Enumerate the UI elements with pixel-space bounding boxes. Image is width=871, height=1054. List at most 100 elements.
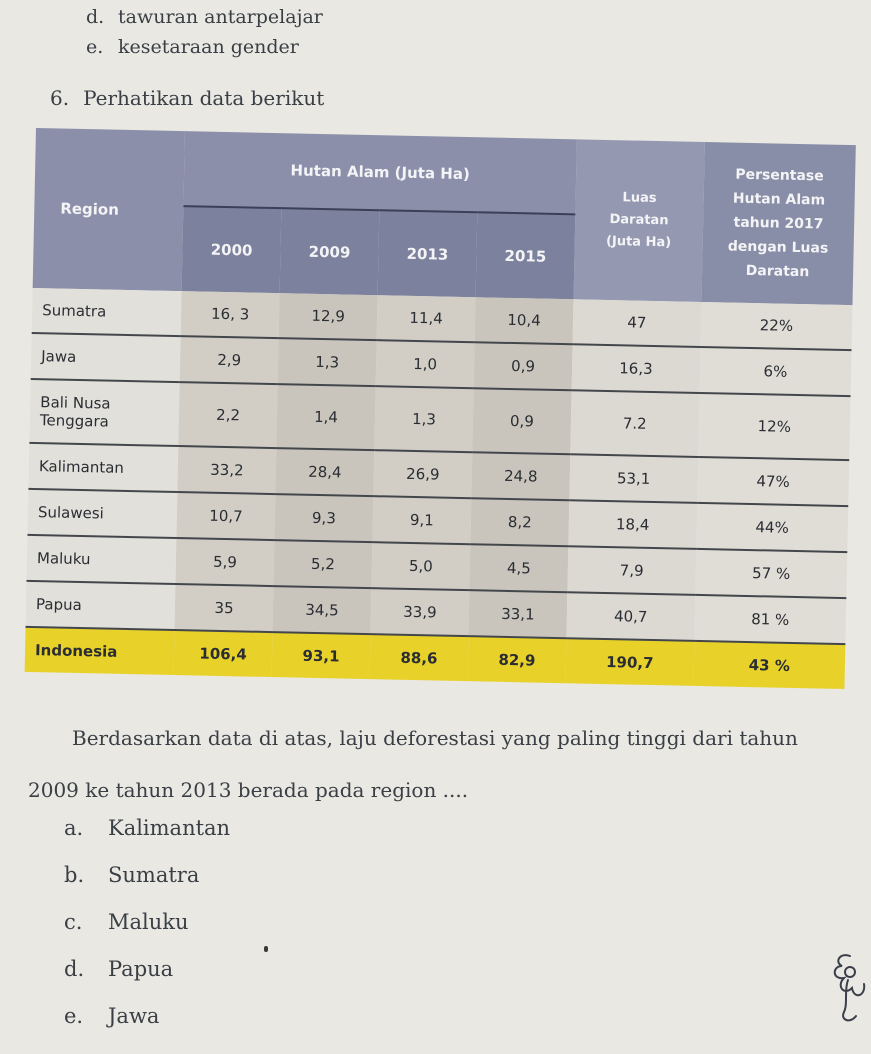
total-pct-cell: 43 % xyxy=(693,640,846,690)
header-pct-line: tahun 2017 xyxy=(733,214,824,233)
flower-doodle-icon xyxy=(833,954,866,1022)
region-cell: Bali Nusa Tenggara xyxy=(29,378,180,447)
header-row: Region Hutan Alam (Juta Ha) Luas Daratan… xyxy=(32,128,856,306)
header-luas-line: Luas xyxy=(622,190,657,207)
value-cell: 35 xyxy=(174,584,274,633)
value-cell: 1,3 xyxy=(374,386,474,453)
luas-cell: 47 xyxy=(572,299,702,347)
value-cell: 2,2 xyxy=(178,382,278,449)
option-letter: d. xyxy=(86,6,105,28)
option-text: tawuran antarpelajar xyxy=(118,6,323,28)
total-value-cell: 93,1 xyxy=(271,632,371,680)
region-cell: Sumatra xyxy=(31,287,182,337)
answer-option-e[interactable]: e. Jawa xyxy=(64,998,230,1045)
value-cell: 10,4 xyxy=(474,297,574,345)
value-cell: 9,1 xyxy=(372,496,472,545)
pct-cell: 47% xyxy=(697,456,850,507)
value-cell: 10,7 xyxy=(176,492,276,541)
value-cell: 1,0 xyxy=(375,340,475,389)
option-letter: e. xyxy=(64,1004,84,1028)
value-cell: 34,5 xyxy=(272,586,372,635)
value-cell: 1,4 xyxy=(276,384,376,451)
header-year-2009: 2009 xyxy=(279,208,380,296)
luas-cell: 18,4 xyxy=(568,500,698,549)
total-value-cell: 88,6 xyxy=(369,634,469,682)
option-letter: c. xyxy=(64,910,83,934)
option-text: Jawa xyxy=(108,1004,160,1028)
pct-cell: 6% xyxy=(699,346,852,397)
forest-data-table: Region Hutan Alam (Juta Ha) Luas Daratan… xyxy=(24,128,856,690)
option-text: Kalimantan xyxy=(108,816,231,840)
previous-option-d: d. tawuran antarpelajar xyxy=(86,2,323,32)
value-cell: 16, 3 xyxy=(180,291,280,339)
question-title-text: Perhatikan data berikut xyxy=(83,86,325,110)
value-cell: 24,8 xyxy=(471,452,571,501)
value-cell: 33,9 xyxy=(370,588,470,637)
value-cell: 0,9 xyxy=(472,388,572,455)
option-text: Maluku xyxy=(108,910,189,934)
value-cell: 2,9 xyxy=(179,336,279,385)
pct-cell: 81 % xyxy=(694,594,847,645)
luas-cell: 40,7 xyxy=(566,592,696,641)
question-text: Berdasarkan data di atas, laju deforesta… xyxy=(28,712,858,816)
value-cell: 28,4 xyxy=(275,448,375,497)
answer-option-c[interactable]: c. Maluku xyxy=(64,904,230,951)
luas-cell: 7,9 xyxy=(567,546,697,595)
value-cell: 8,2 xyxy=(470,498,570,547)
header-pct-line: Daratan xyxy=(745,262,810,281)
region-cell: Papua xyxy=(25,580,176,631)
answer-option-b[interactable]: b. Sumatra xyxy=(64,857,230,904)
answer-option-a[interactable]: a. Kalimantan xyxy=(64,810,230,857)
answer-option-d[interactable]: d. Papua xyxy=(64,951,230,998)
pct-cell: 22% xyxy=(700,301,853,351)
value-cell: 11,4 xyxy=(376,295,476,343)
value-cell: 26,9 xyxy=(373,450,473,499)
header-pct-line: dengan Luas xyxy=(727,238,829,257)
region-cell: Maluku xyxy=(26,534,177,585)
value-cell: 0,9 xyxy=(473,342,573,391)
question-line: Berdasarkan data di atas, laju deforesta… xyxy=(72,726,798,750)
value-cell: 4,5 xyxy=(469,544,569,593)
option-letter: b. xyxy=(64,863,85,887)
value-cell: 5,2 xyxy=(273,540,373,589)
value-cell: 5,9 xyxy=(175,538,275,587)
value-cell: 5,0 xyxy=(371,542,471,591)
header-year-2015: 2015 xyxy=(475,212,576,300)
header-pct-line: Hutan Alam xyxy=(732,190,826,209)
option-text: Papua xyxy=(108,957,174,981)
value-cell: 33,1 xyxy=(468,590,568,639)
header-hutan-alam: Hutan Alam (Juta Ha) xyxy=(183,131,577,215)
value-cell: 12,9 xyxy=(278,293,378,341)
option-letter: d. xyxy=(64,957,85,981)
region-cell: Sulawesi xyxy=(27,488,178,539)
option-letter: a. xyxy=(64,816,84,840)
question-line: 2009 ke tahun 2013 berada pada region ..… xyxy=(28,778,469,802)
luas-cell: 7.2 xyxy=(570,390,700,457)
region-cell: Jawa xyxy=(30,332,181,383)
pct-cell: 12% xyxy=(697,392,851,461)
region-cell: Kalimantan xyxy=(28,442,179,493)
forest-data-table-wrapper: Region Hutan Alam (Juta Ha) Luas Daratan… xyxy=(24,128,856,699)
header-region: Region xyxy=(32,128,186,292)
question-number: 6. xyxy=(50,86,70,110)
header-year-2013: 2013 xyxy=(377,210,478,298)
total-luas-cell: 190,7 xyxy=(565,638,695,686)
header-luas-line: (Juta Ha) xyxy=(605,233,672,251)
total-region-cell: Indonesia xyxy=(24,626,175,676)
header-luas-line: Daratan xyxy=(609,212,669,229)
option-letter: e. xyxy=(86,36,104,58)
luas-cell: 53,1 xyxy=(569,454,698,503)
pct-cell: 44% xyxy=(696,502,849,553)
previous-options: d. tawuran antarpelajar e. kesetaraan gend… xyxy=(86,2,323,62)
previous-option-e: e. kesetaraan gender xyxy=(86,32,323,62)
total-value-cell: 82,9 xyxy=(467,636,567,684)
header-persentase: Persentase Hutan Alam tahun 2017 dengan … xyxy=(701,142,856,306)
pen-dot-mark xyxy=(264,946,268,952)
total-value-cell: 106,4 xyxy=(173,630,273,678)
option-text: kesetaraan gender xyxy=(118,36,299,58)
pct-cell: 57 % xyxy=(695,548,848,599)
value-cell: 1,3 xyxy=(277,338,377,387)
option-text: Sumatra xyxy=(108,863,200,887)
question-title: 6. Perhatikan data berikut xyxy=(50,86,324,110)
value-cell: 9,3 xyxy=(274,494,374,543)
